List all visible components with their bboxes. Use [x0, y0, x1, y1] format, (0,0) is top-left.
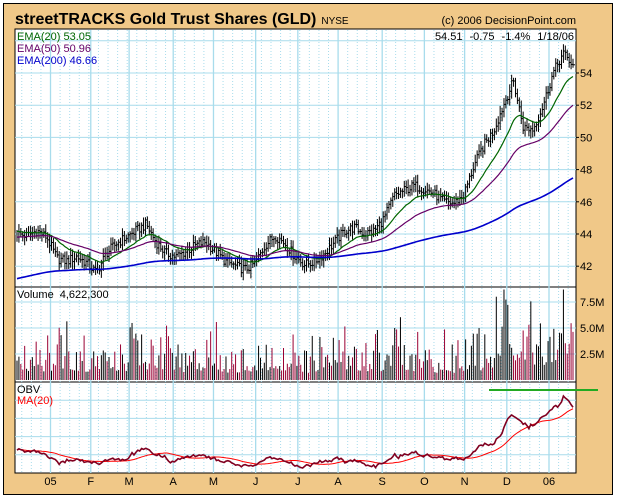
legend-obv-ma: MA(20) — [17, 395, 53, 407]
month-label: 06 — [543, 476, 555, 488]
last-price: 54.51 — [435, 31, 463, 43]
grid — [15, 30, 576, 473]
price-change-pct: -1.4% — [502, 31, 531, 43]
quote-date: 1/18/06 — [537, 31, 574, 43]
volume-tick-label: 7.5M — [580, 297, 604, 309]
month-label: A — [170, 476, 178, 488]
marks — [16, 44, 575, 469]
legend-obv: OBV — [17, 384, 41, 396]
ema50-line — [16, 104, 574, 257]
month-label: D — [503, 476, 511, 488]
month-label: N — [461, 476, 469, 488]
price-tick-label: 42 — [580, 261, 592, 273]
obv-line — [16, 394, 574, 469]
quote-summary: 54.51 -0.75 -1.4% 1/18/06 — [435, 31, 574, 43]
chart-title: streetTRACKS Gold Trust Shares (GLD) NYSE — [15, 11, 349, 28]
month-label: J — [253, 476, 259, 488]
obv-panel — [14, 381, 577, 474]
obv-ma-line — [16, 408, 574, 465]
month-label: 05 — [44, 476, 56, 488]
price-change: -0.75 — [469, 31, 494, 43]
volume-tick-label: 2.5M — [580, 349, 604, 361]
legend-volume: Volume 4,622,300 — [17, 289, 109, 301]
copyright: (c) 2006 DecisionPoint.com — [441, 15, 576, 27]
month-label: M — [209, 476, 218, 488]
legend-ema50: EMA(50) 50.96 — [17, 43, 91, 55]
month-label: F — [87, 476, 94, 488]
price-tick-label: 50 — [580, 132, 592, 144]
price-tick-label: 52 — [580, 100, 592, 112]
month-label: S — [379, 476, 386, 488]
price-tick-label: 46 — [580, 197, 592, 209]
month-label: O — [420, 476, 429, 488]
legend-ema20: EMA(20) 53.05 — [17, 31, 91, 43]
price-tick-label: 54 — [580, 68, 592, 80]
legend-ema200: EMA(200) 46.66 — [17, 55, 97, 67]
month-label: M — [125, 476, 134, 488]
price-tick-label: 48 — [580, 165, 592, 177]
exchange-label: NYSE — [321, 16, 349, 27]
month-label: A — [334, 476, 342, 488]
ema200-line — [16, 177, 574, 280]
volume-tick-label: 5.0M — [580, 323, 604, 335]
price-tick-label: 44 — [580, 229, 592, 241]
price-panel — [14, 28, 577, 288]
volume-value: 4,622,300 — [60, 289, 109, 301]
ema20-line — [16, 76, 574, 263]
month-label: J — [295, 476, 301, 488]
